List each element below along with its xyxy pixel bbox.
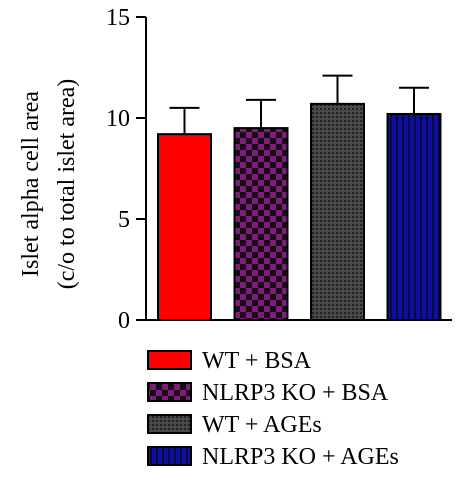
legend-label: WT + AGEs <box>202 412 322 438</box>
y-tick-label: 10 <box>106 106 130 132</box>
legend-swatch <box>147 446 192 466</box>
bar <box>386 112 442 321</box>
legend: WT + BSA NLRP3 KO + BSA WT + AGEs NLRP3 KO … <box>147 348 399 470</box>
bar <box>310 102 365 321</box>
y-tick-label: 5 <box>118 207 130 233</box>
legend-label: NLRP3 KO + AGEs <box>202 444 399 470</box>
y-tick-label: 0 <box>118 308 130 334</box>
y-axis-label-line1: Islet alpha cell area <box>18 91 44 277</box>
bar <box>233 127 289 321</box>
y-axis-label-line2: (c/o to total islet area) <box>54 79 80 290</box>
bar <box>157 133 212 321</box>
y-tick-label: 15 <box>106 5 130 31</box>
legend-swatch <box>147 382 192 402</box>
legend-swatch <box>147 414 192 434</box>
bars <box>157 74 442 321</box>
y-axis-label: Islet alpha cell area (c/o to total isle… <box>18 79 80 290</box>
legend-label: WT + BSA <box>202 348 312 374</box>
legend-label: NLRP3 KO + BSA <box>202 380 389 406</box>
legend-swatch <box>147 350 192 370</box>
